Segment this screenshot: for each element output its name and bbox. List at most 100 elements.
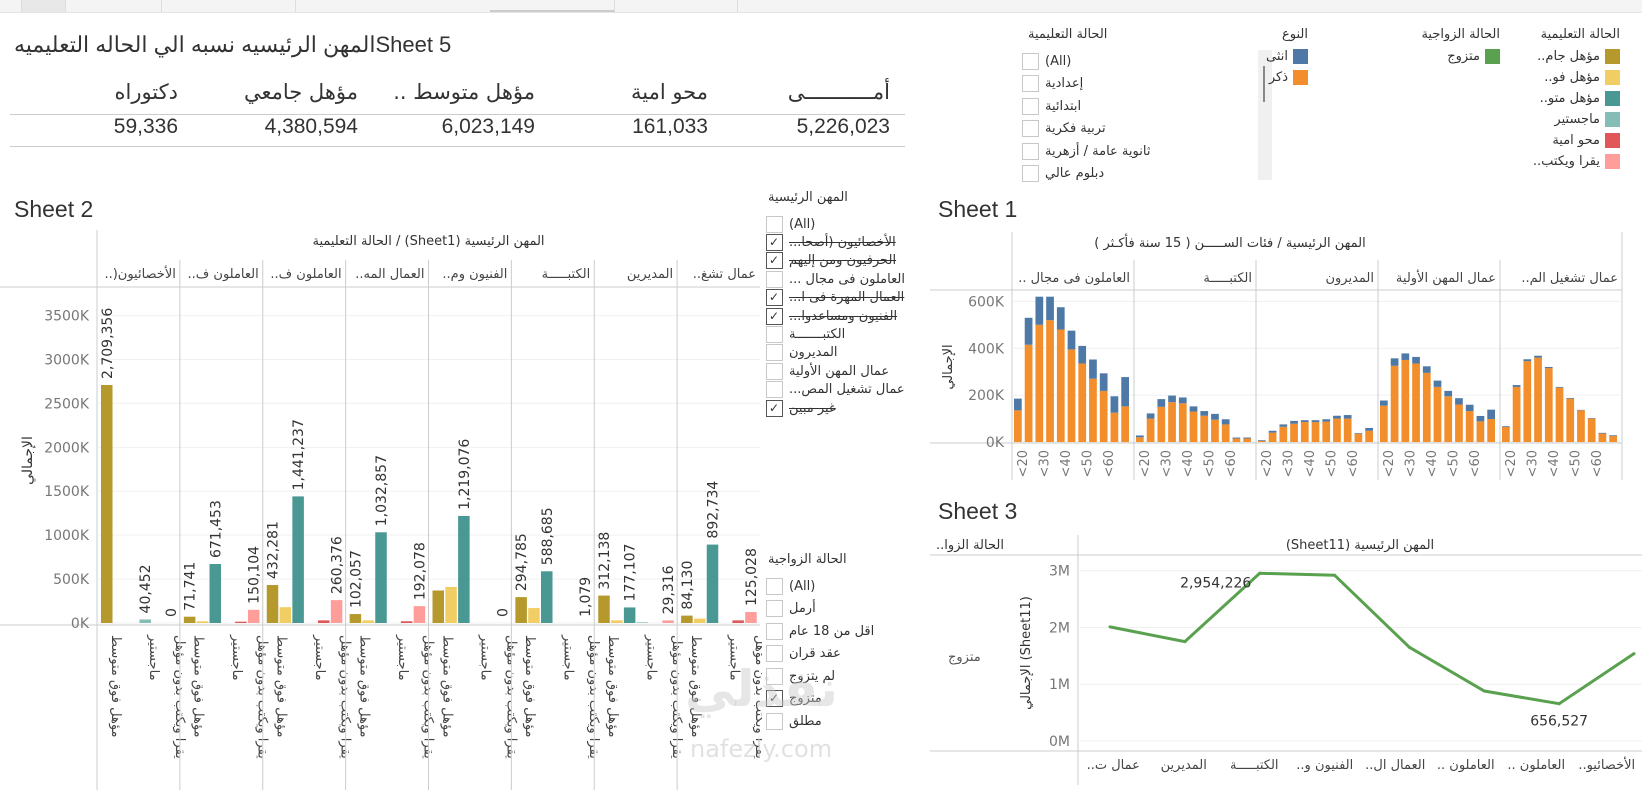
filter-option[interactable]: العمال المهرة فى ا... bbox=[766, 288, 904, 308]
checkbox[interactable] bbox=[1022, 75, 1039, 92]
legend-item[interactable]: انثى bbox=[1266, 49, 1308, 64]
legend-item[interactable]: مؤهل متو.. bbox=[1540, 91, 1620, 106]
filter-option[interactable]: غير مبين bbox=[766, 398, 836, 418]
x-tick-label: <40 bbox=[1425, 450, 1440, 477]
checkbox[interactable] bbox=[766, 325, 783, 343]
legend-label: ماجستير bbox=[1554, 112, 1600, 127]
checkbox[interactable] bbox=[1022, 165, 1039, 182]
checkbox[interactable] bbox=[766, 381, 783, 399]
toolbar-tab[interactable] bbox=[0, 0, 22, 12]
checkbox[interactable] bbox=[766, 399, 783, 417]
filter-option[interactable]: مطلق bbox=[766, 711, 822, 731]
x-tick-label: <60 bbox=[1468, 450, 1483, 477]
checkbox[interactable] bbox=[766, 712, 783, 730]
bar-female bbox=[1146, 413, 1155, 419]
filter-option[interactable]: العاملون فى مجال ... bbox=[766, 269, 905, 289]
legend-label: مؤهل متو.. bbox=[1539, 91, 1600, 106]
toolbar-tab[interactable] bbox=[633, 0, 738, 12]
filter-option[interactable]: الكتبـــــــة bbox=[766, 324, 845, 344]
legend-label: انثى bbox=[1266, 49, 1288, 64]
bar-male bbox=[1290, 423, 1298, 442]
filter-option[interactable]: دبلوم عالي bbox=[1022, 164, 1104, 184]
filter-option[interactable]: عمال تشغيل المص... bbox=[766, 380, 905, 400]
x-category-label: مؤهل فوق متوسط bbox=[439, 635, 454, 738]
checkbox[interactable] bbox=[766, 344, 783, 362]
filter-option[interactable]: اقل من 18 عام bbox=[766, 621, 874, 641]
bar-male bbox=[1487, 419, 1495, 442]
y-tick-label: 0M bbox=[1049, 734, 1070, 750]
filter-option[interactable]: (All) bbox=[766, 576, 815, 596]
toolbar-tab[interactable] bbox=[22, 0, 66, 12]
table-column-header: دكتوراه bbox=[114, 80, 178, 104]
toolbar-tab[interactable] bbox=[66, 0, 162, 12]
filter-option[interactable]: أرمل bbox=[766, 599, 816, 619]
legend-item[interactable]: يقرا ويكتب.. bbox=[1533, 154, 1620, 169]
filter-scrollbar-thumb[interactable] bbox=[1263, 66, 1265, 102]
filter-option[interactable]: (All) bbox=[1022, 51, 1071, 71]
legend-item[interactable]: ماجستير bbox=[1554, 112, 1620, 127]
legend-item[interactable]: مؤهل جام.. bbox=[1537, 49, 1620, 64]
filter-scrollbar-track[interactable] bbox=[1258, 50, 1272, 180]
legend-item[interactable]: متزوج bbox=[1447, 49, 1500, 64]
bar-female bbox=[1544, 367, 1553, 369]
legend-label: مؤهل جام.. bbox=[1537, 49, 1600, 64]
checkbox[interactable] bbox=[1022, 120, 1039, 137]
checkbox[interactable] bbox=[766, 289, 783, 307]
checkbox[interactable] bbox=[766, 600, 783, 617]
bar-male bbox=[1502, 426, 1510, 442]
filter-option-label: المديرون bbox=[789, 345, 838, 361]
filter-option[interactable]: ثانوية عامة / أزهرية bbox=[1022, 141, 1150, 161]
filter-option[interactable]: (All) bbox=[766, 214, 815, 234]
panel-label: الكتبـــــة bbox=[1203, 271, 1252, 286]
x-tick-label: <50 bbox=[1325, 450, 1340, 477]
bar-male bbox=[1433, 386, 1442, 442]
y-tick-label: 2000K bbox=[44, 440, 90, 456]
bar-value-label: 312,138 bbox=[597, 532, 613, 590]
toolbar-tab[interactable] bbox=[162, 0, 296, 12]
legend-swatch bbox=[1605, 91, 1620, 106]
bar bbox=[706, 544, 719, 623]
checkbox[interactable] bbox=[766, 577, 783, 595]
occupation-filter-title: المهن الرئيسية bbox=[768, 190, 848, 205]
x-category-label: يقرا ويكتب بدون مؤهل bbox=[172, 635, 187, 759]
filter-option[interactable]: الفنيون ومساعدوا... bbox=[766, 306, 897, 326]
filter-option[interactable]: متزوج bbox=[766, 689, 822, 709]
bar-value-label: 192,078 bbox=[412, 542, 428, 600]
checkbox[interactable] bbox=[766, 667, 783, 685]
legend-item[interactable]: مؤهل فو.. bbox=[1544, 70, 1620, 85]
checkbox[interactable] bbox=[766, 252, 783, 270]
bar bbox=[623, 607, 636, 623]
legend-item[interactable]: ذكر bbox=[1269, 70, 1308, 85]
bar-value-label: 260,376 bbox=[330, 536, 346, 594]
y-tick-label: 0K bbox=[986, 435, 1005, 451]
filter-option[interactable]: تربية فكرية bbox=[1022, 119, 1106, 139]
bar-value-label: 892,734 bbox=[706, 481, 722, 539]
checkbox[interactable] bbox=[1022, 142, 1039, 160]
bar-male bbox=[1089, 378, 1097, 442]
filter-option[interactable]: عقد قران bbox=[766, 644, 841, 664]
checkbox[interactable] bbox=[766, 645, 783, 662]
toolbar-tab[interactable] bbox=[490, 0, 615, 12]
checkbox[interactable] bbox=[766, 622, 783, 640]
filter-option[interactable]: المديرون bbox=[766, 343, 838, 363]
checkbox[interactable] bbox=[766, 215, 783, 233]
checkbox[interactable] bbox=[1022, 97, 1039, 115]
filter-option[interactable]: عمال المهن الأولية bbox=[766, 361, 889, 381]
checkbox[interactable] bbox=[766, 690, 783, 707]
filter-option[interactable]: إعدادية bbox=[1022, 74, 1083, 94]
filter-option[interactable]: الحرفيون ومن إليهم bbox=[766, 251, 896, 271]
bar-value-label: 71,741 bbox=[183, 562, 199, 611]
bar-male bbox=[1099, 390, 1108, 442]
x-tick-label: <40 bbox=[1303, 450, 1318, 477]
filter-option[interactable]: الأخصائيون (أصحا... bbox=[766, 232, 896, 252]
checkbox[interactable] bbox=[1022, 52, 1039, 70]
checkbox[interactable] bbox=[766, 270, 783, 288]
checkbox[interactable] bbox=[766, 233, 783, 251]
table-divider bbox=[10, 114, 905, 115]
checkbox[interactable] bbox=[766, 362, 783, 380]
legend-item[interactable]: محو امية bbox=[1552, 133, 1620, 148]
checkbox[interactable] bbox=[766, 307, 783, 325]
filter-option[interactable]: لم يتزوج bbox=[766, 666, 835, 686]
bar-male bbox=[1300, 422, 1309, 442]
filter-option[interactable]: ابتدائية bbox=[1022, 96, 1081, 116]
